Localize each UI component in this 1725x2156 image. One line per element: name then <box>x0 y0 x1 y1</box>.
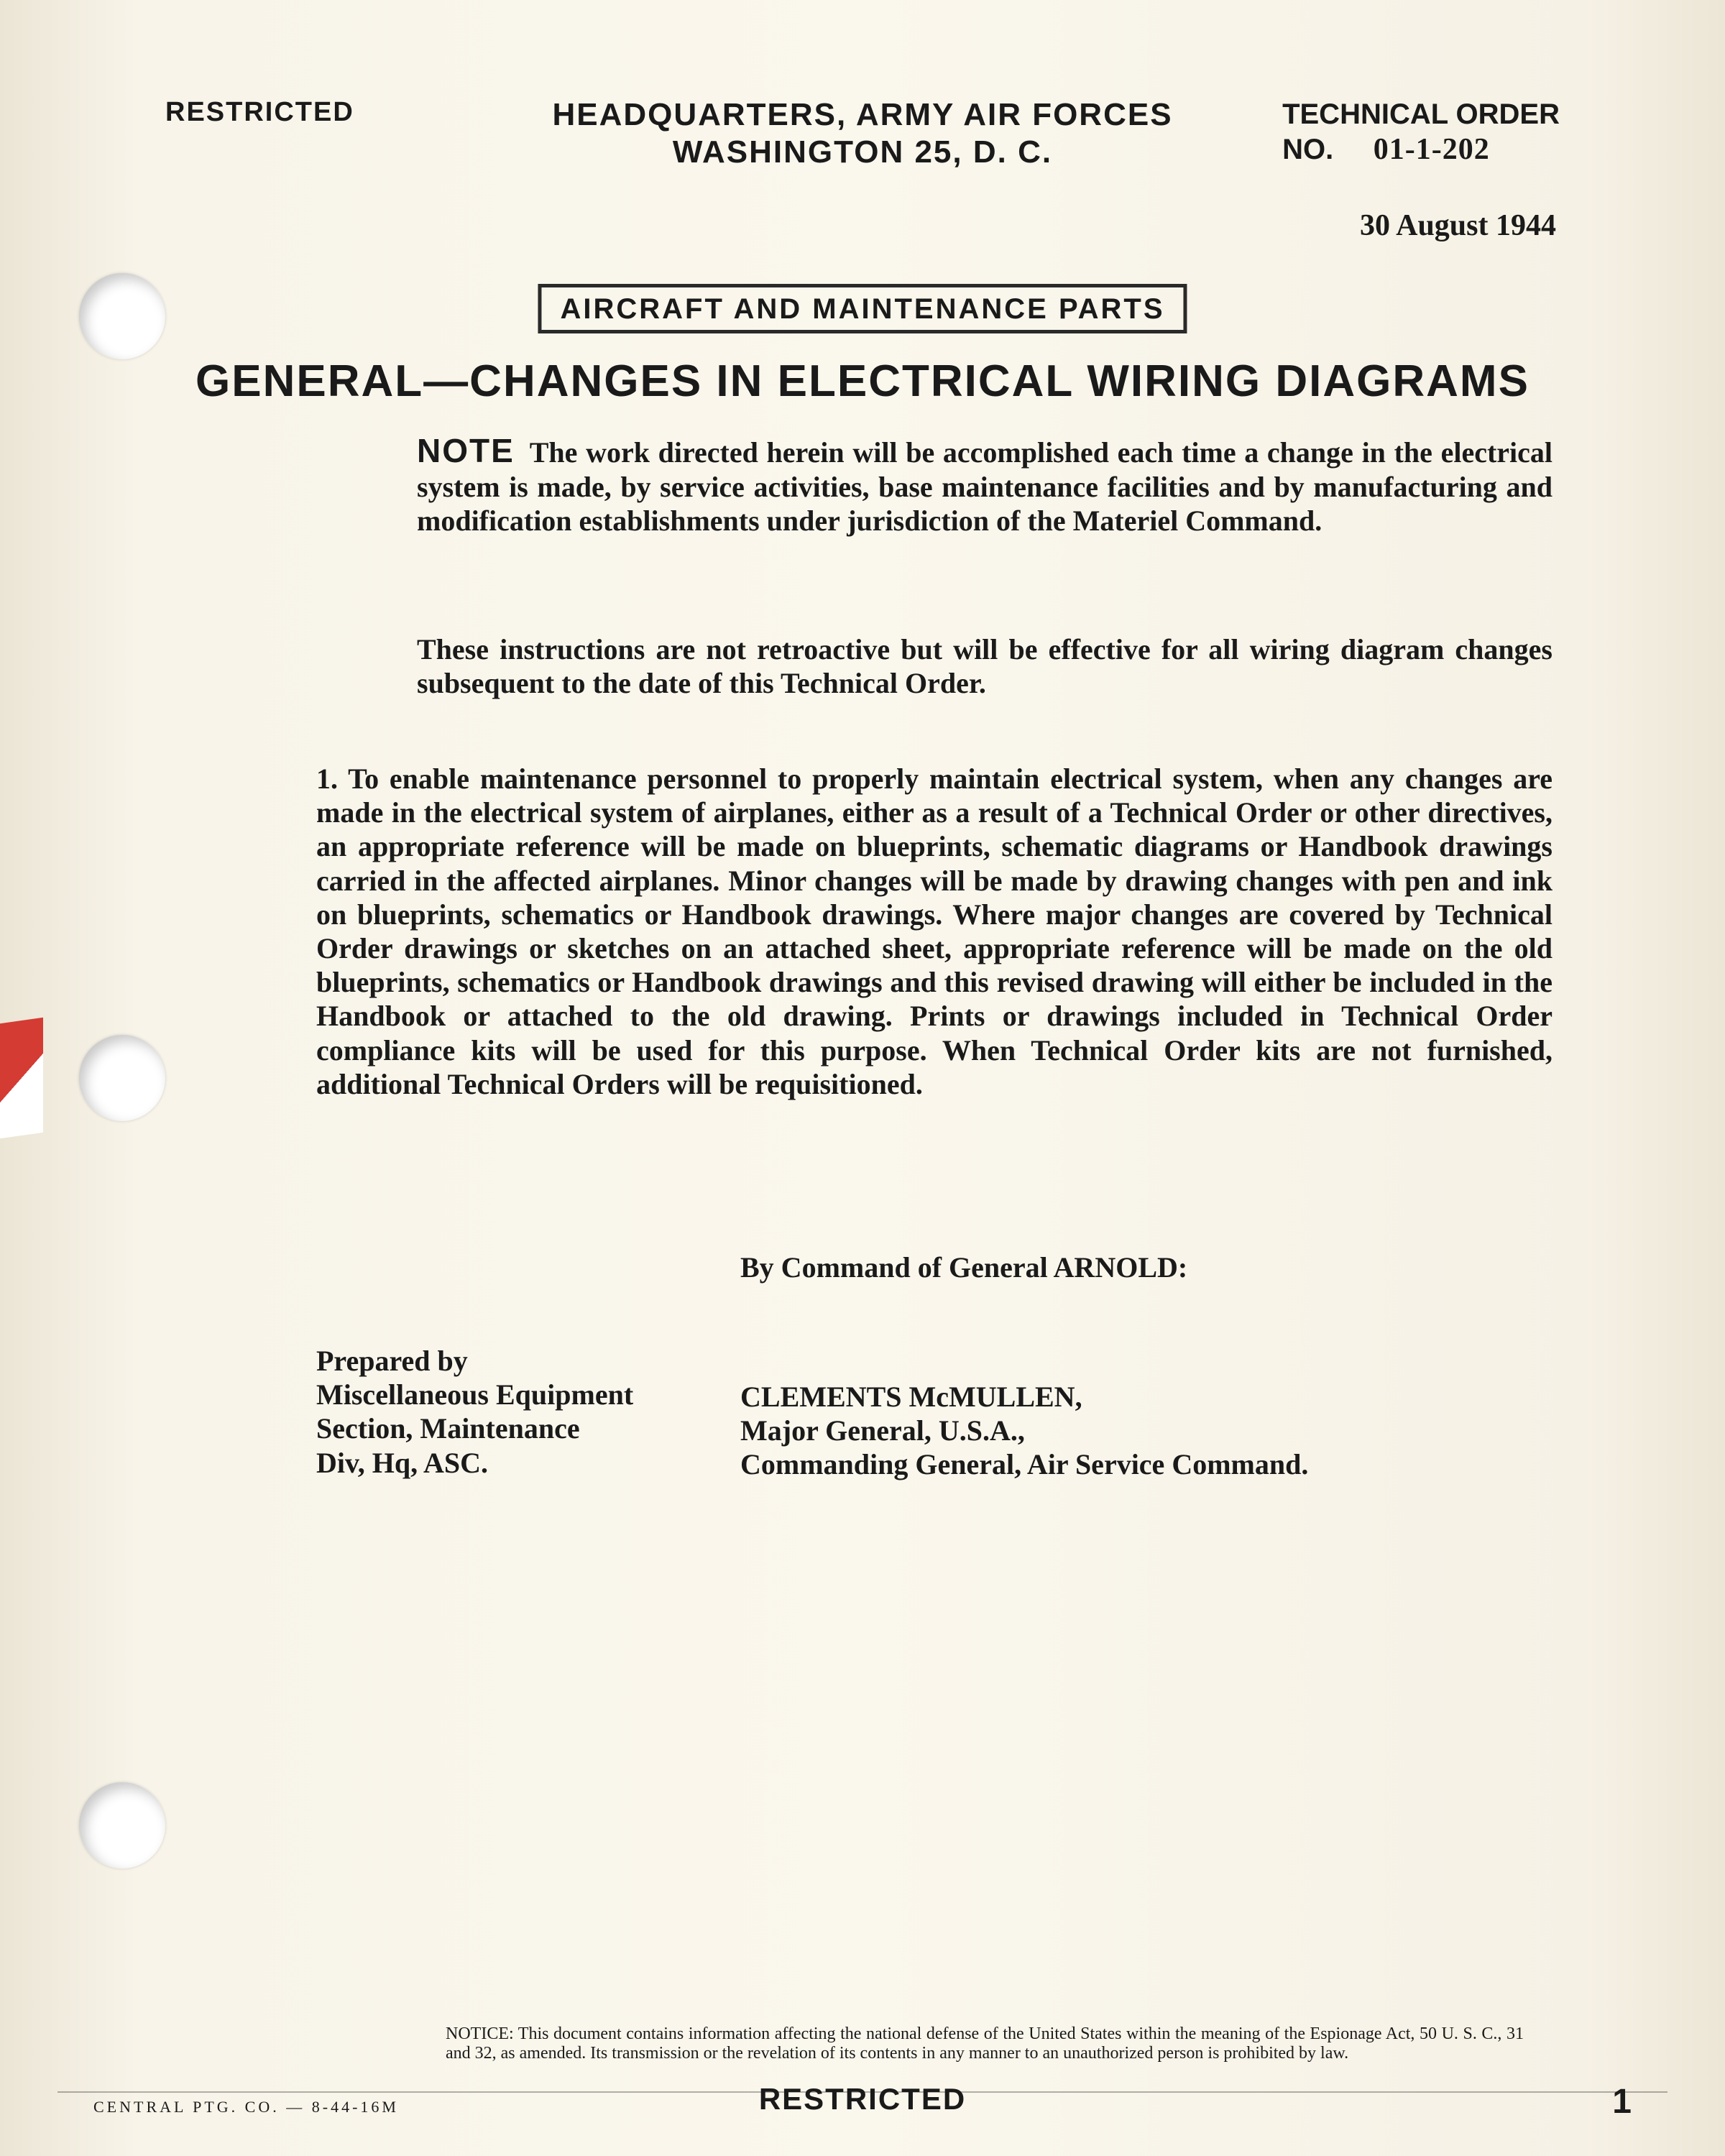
security-notice: NOTICE: This document contains informati… <box>446 2024 1524 2063</box>
note-label: NOTE <box>417 432 515 469</box>
punch-hole <box>79 273 165 359</box>
tech-order-label: TECHNICAL ORDER <box>1282 97 1560 132</box>
punch-hole <box>79 1035 165 1121</box>
signer-name: CLEMENTS McMULLEN, <box>740 1380 1545 1414</box>
note-text: The work directed herein will be accompl… <box>417 436 1552 537</box>
prepared-by-block: Prepared by Miscellaneous Equipment Sect… <box>316 1344 712 1480</box>
document-date: 30 August 1944 <box>1360 208 1556 243</box>
paragraph-2: These instructions are not retroactive b… <box>417 632 1552 700</box>
document-page: RESTRICTED HEADQUARTERS, ARMY AIR FORCES… <box>0 0 1725 2156</box>
signer-rank: Major General, U.S.A., <box>740 1414 1545 1447</box>
category-stamp: AIRCRAFT AND MAINTENANCE PARTS <box>538 284 1187 333</box>
note-paragraph: NOTE The work directed herein will be ac… <box>417 431 1552 538</box>
prepared-l1: Prepared by <box>316 1344 712 1378</box>
document-title: GENERAL—CHANGES IN ELECTRICAL WIRING DIA… <box>0 356 1725 407</box>
technical-order-block: TECHNICAL ORDER NO. 01-1-202 <box>1282 97 1560 167</box>
prepared-l3: Section, Maintenance <box>316 1411 712 1445</box>
signer-title: Commanding General, Air Service Command. <box>740 1447 1545 1481</box>
prepared-l2: Miscellaneous Equipment <box>316 1378 712 1411</box>
tech-order-no-label: NO. <box>1282 134 1333 165</box>
classification-bottom: RESTRICTED <box>759 2082 966 2116</box>
tech-order-number: 01-1-202 <box>1374 133 1490 166</box>
red-index-tab <box>0 1018 43 1138</box>
signature-block: CLEMENTS McMULLEN, Major General, U.S.A.… <box>740 1380 1545 1482</box>
prepared-l4: Div, Hq, ASC. <box>316 1446 712 1480</box>
punch-hole <box>79 1782 165 1869</box>
printer-mark: CENTRAL PTG. CO. — 8-44-16M <box>93 2098 399 2116</box>
paragraph-3: 1. To enable maintenance personnel to pr… <box>316 762 1552 1101</box>
command-line: By Command of General ARNOLD: <box>740 1250 1545 1284</box>
page-number: 1 <box>1612 2082 1632 2122</box>
